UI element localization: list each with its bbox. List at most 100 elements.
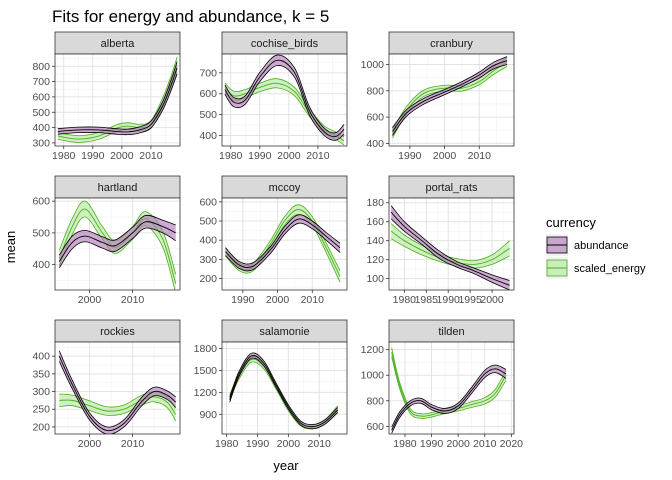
- ribbon-abundance: [392, 56, 508, 136]
- x-tick-label: 2000: [266, 294, 290, 306]
- y-tick-label: 400: [199, 235, 217, 247]
- panel-border: [388, 53, 515, 147]
- series-layer: [58, 350, 177, 434]
- y-tick-label: 600: [199, 88, 217, 100]
- y-tick-label: 1200: [194, 387, 218, 399]
- x-tick-label: 1985: [415, 294, 439, 306]
- x-tick-label: 2020: [500, 438, 524, 450]
- upper-bound-scaled_energy: [57, 56, 178, 137]
- x-tick-label: 2010: [306, 150, 330, 162]
- fit-line-scaled_energy: [59, 396, 177, 415]
- panel-strip-label: salamonie: [259, 326, 309, 338]
- legend-item-abundance: abundance: [546, 234, 628, 256]
- x-tick-label: 2010: [121, 294, 145, 306]
- x-tick-label: 2010: [139, 150, 163, 162]
- x-tick-label: 1990: [246, 438, 270, 450]
- series-layer: [225, 204, 341, 283]
- y-tick-label: 700: [199, 67, 217, 79]
- y-tick-label: 300: [32, 137, 50, 149]
- y-tick-label: 400: [366, 138, 384, 150]
- y-tick-label: 140: [366, 235, 384, 247]
- x-tick-label: 1990: [437, 294, 461, 306]
- legend-label: scaled_energy: [574, 263, 646, 275]
- lower-bound-abundance: [225, 222, 341, 272]
- panel-border: [221, 53, 348, 147]
- y-tick-label: 1000: [361, 370, 385, 382]
- y-tick-label: 200: [199, 273, 217, 285]
- gridlines: [389, 54, 514, 146]
- lower-bound-abundance: [229, 357, 339, 430]
- y-tick-label: 350: [32, 368, 50, 380]
- x-tick-label: 1980: [393, 438, 417, 450]
- x-tick-label: 1990: [398, 150, 422, 162]
- x-tick-label: 1980: [215, 438, 239, 450]
- lower-bound-abundance: [392, 64, 508, 136]
- panel-tilden: tilden 1980 1990 2000 2010 2020 600 800 1000 1200: [361, 319, 524, 450]
- upper-bound-abundance: [390, 205, 510, 281]
- panel-strip-label: hartland: [98, 182, 138, 194]
- panel-strip-label: cochise_birds: [251, 38, 319, 50]
- ribbon-scaled_energy: [57, 57, 178, 143]
- y-axis-title: mean: [3, 231, 18, 264]
- panel-strip-label: alberta: [101, 38, 136, 50]
- upper-bound-abundance: [58, 214, 176, 256]
- fit-line-abundance: [225, 218, 341, 268]
- fit-line-abundance: [390, 211, 510, 286]
- fit-line-abundance: [391, 368, 507, 431]
- y-tick-label: 250: [32, 404, 50, 416]
- upper-bound-abundance: [225, 214, 341, 265]
- x-tick-label: 2010: [301, 294, 325, 306]
- panel-hartland: hartland 2000 2010 400 500 600: [32, 175, 181, 306]
- fit-line-abundance: [392, 60, 508, 132]
- y-tick-label: 120: [366, 254, 384, 266]
- y-tick-label: 500: [199, 109, 217, 121]
- x-tick-label: 1980: [219, 150, 243, 162]
- series-layer: [57, 56, 178, 143]
- legend-label: abundance: [574, 240, 628, 252]
- series-layer: [229, 352, 339, 430]
- y-tick-label: 200: [32, 421, 50, 433]
- panel-strip-label: portal_rats: [426, 182, 478, 194]
- upper-bound-abundance: [391, 364, 507, 428]
- lower-bound-abundance: [391, 372, 507, 434]
- y-tick-label: 1500: [194, 365, 218, 377]
- ribbon-scaled_energy: [392, 57, 508, 139]
- upper-bound-abundance: [58, 350, 176, 428]
- panel-border: [221, 197, 348, 291]
- y-tick-label: 900: [199, 409, 217, 421]
- y-tick-label: 400: [32, 351, 50, 363]
- lower-bound-abundance: [58, 227, 176, 269]
- upper-bound-abundance: [57, 61, 178, 130]
- x-tick-label: 2000: [78, 294, 102, 306]
- y-tick-label: 800: [32, 61, 50, 73]
- x-tick-label: 1980: [52, 150, 76, 162]
- y-tick-label: 180: [366, 197, 384, 209]
- legend-item-scaled_energy: scaled_energy: [546, 257, 646, 279]
- ribbon-scaled_energy: [391, 347, 507, 419]
- y-tick-label: 1200: [361, 344, 385, 356]
- fit-line-abundance: [57, 67, 178, 133]
- x-tick-label: 2010: [121, 438, 145, 450]
- panel-border: [388, 341, 515, 435]
- x-tick-label: 1990: [231, 294, 255, 306]
- x-tick-label: 2000: [433, 150, 457, 162]
- y-tick-label: 400: [32, 259, 50, 271]
- upper-bound-scaled_energy: [224, 78, 345, 137]
- legend: currency abundance scaled_energy: [546, 215, 646, 279]
- x-tick-label: 2000: [78, 438, 102, 450]
- x-tick-label: 1980: [393, 294, 417, 306]
- panel-border: [388, 197, 515, 291]
- x-tick-label: 2000: [110, 150, 134, 162]
- lower-bound-scaled_energy: [59, 401, 177, 422]
- x-tick-label: 1990: [81, 150, 105, 162]
- series-layer: [390, 205, 510, 290]
- fit-line-abundance: [229, 355, 339, 428]
- y-tick-label: 600: [32, 91, 50, 103]
- y-tick-label: 300: [199, 254, 217, 266]
- y-tick-label: 800: [366, 85, 384, 97]
- x-tick-label: 2000: [277, 438, 301, 450]
- x-tick-label: 1995: [458, 294, 482, 306]
- panel-border: [221, 341, 348, 435]
- x-axis-title: year: [273, 458, 299, 473]
- x-tick-label: 1990: [420, 438, 444, 450]
